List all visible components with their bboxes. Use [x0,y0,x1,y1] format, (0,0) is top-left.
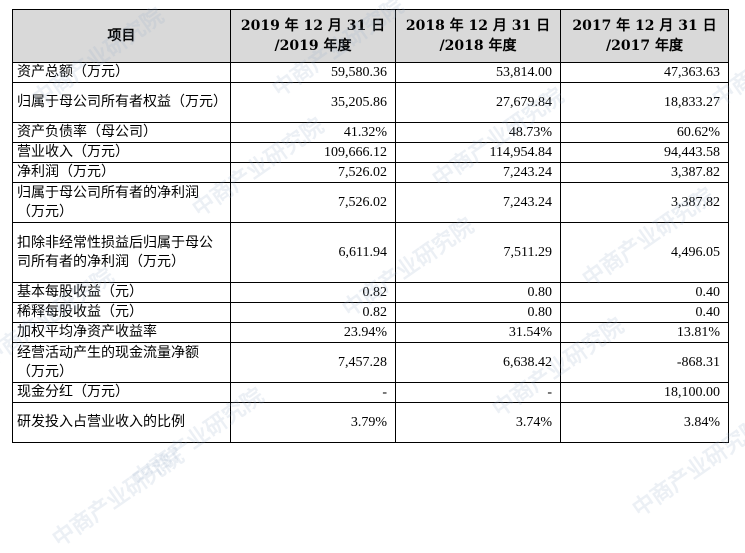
table-row: 资产总额（万元） 59,580.36 53,814.00 47,363.63 [12,62,729,83]
value-2018: 3.74% [395,402,561,443]
value-2017: 60.62% [560,122,729,143]
row-label: 扣除非经常性损益后归属于母公司所有者的净利润（万元） [12,222,231,283]
value-2017: 3,387.82 [560,182,729,223]
header-item: 项目 [12,9,231,63]
row-label: 营业收入（万元） [12,142,231,163]
value-2017: 0.40 [560,282,729,303]
value-2018: 31.54% [395,322,561,343]
table-row: 归属于母公司所有者权益（万元） 35,205.86 27,679.84 18,833.… [12,82,729,123]
table-header-row: 项目 2019 年 12 月 31 日 /2019 年度 2018 年 12 月… [12,9,729,63]
value-2019: 7,526.02 [230,162,396,183]
value-2017: -868.31 [560,342,729,383]
value-2017: 18,100.00 [560,382,729,403]
value-2017: 3,387.82 [560,162,729,183]
value-2018: 53,814.00 [395,62,561,83]
row-label: 基本每股收益（元） [12,282,231,303]
header-2017-year: /2017 年度 [606,38,683,54]
table-row: 营业收入（万元） 109,666.12 114,954.84 94,443.58 [12,142,729,163]
value-2019: 7,457.28 [230,342,396,383]
table-row: 加权平均净资产收益率 23.94% 31.54% 13.81% [12,322,729,343]
table-row: 资产负债率（母公司） 41.32% 48.73% 60.62% [12,122,729,143]
row-label: 研发投入占营业收入的比例 [12,402,231,443]
table-row: 基本每股收益（元） 0.82 0.80 0.40 [12,282,729,303]
financial-summary-table: 项目 2019 年 12 月 31 日 /2019 年度 2018 年 12 月… [12,9,729,443]
row-label: 现金分红（万元） [12,382,231,403]
value-2018: 0.80 [395,282,561,303]
value-2018: 0.80 [395,302,561,323]
value-2017: 13.81% [560,322,729,343]
table-row: 扣除非经常性损益后归属于母公司所有者的净利润（万元） 6,611.94 7,511.… [12,222,729,283]
value-2019: 6,611.94 [230,222,396,283]
value-2019: - [230,382,396,403]
row-label: 净利润（万元） [12,162,231,183]
value-2018: 7,243.24 [395,182,561,223]
header-2019: 2019 年 12 月 31 日 /2019 年度 [230,9,396,63]
value-2019: 0.82 [230,282,396,303]
header-2018: 2018 年 12 月 31 日 /2018 年度 [395,9,561,63]
row-label: 加权平均净资产收益率 [12,322,231,343]
value-2018: 7,511.29 [395,222,561,283]
row-label: 稀释每股收益（元） [12,302,231,323]
table-row: 经营活动产生的现金流量净额（万元） 7,457.28 6,638.42 -868.31 [12,342,729,383]
value-2019: 7,526.02 [230,182,396,223]
row-label: 归属于母公司所有者权益（万元） [12,82,231,123]
table-row: 净利润（万元） 7,526.02 7,243.24 3,387.82 [12,162,729,183]
value-2017: 4,496.05 [560,222,729,283]
value-2019: 41.32% [230,122,396,143]
value-2018: 6,638.42 [395,342,561,383]
table-row: 稀释每股收益（元） 0.82 0.80 0.40 [12,302,729,323]
value-2018: 114,954.84 [395,142,561,163]
row-label: 资产总额（万元） [12,62,231,83]
table-row: 研发投入占营业收入的比例 3.79% 3.74% 3.84% [12,402,729,443]
value-2019: 59,580.36 [230,62,396,83]
value-2019: 3.79% [230,402,396,443]
header-2019-date: 2019 年 12 月 31 日 [240,18,386,34]
row-label: 经营活动产生的现金流量净额（万元） [12,342,231,383]
value-2017: 0.40 [560,302,729,323]
value-2018: 27,679.84 [395,82,561,123]
value-2018: 48.73% [395,122,561,143]
row-label: 归属于母公司所有者的净利润（万元） [12,182,231,223]
value-2018: - [395,382,561,403]
header-2017: 2017 年 12 月 31 日 /2017 年度 [560,9,729,63]
header-2018-date: 2018 年 12 月 31 日 [405,18,551,34]
header-2017-date: 2017 年 12 月 31 日 [572,18,717,34]
row-label: 资产负债率（母公司） [12,122,231,143]
value-2017: 3.84% [560,402,729,443]
value-2019: 0.82 [230,302,396,323]
table-row: 现金分红（万元） - -18,100.00 [12,382,729,403]
value-2019: 109,666.12 [230,142,396,163]
financial-table-container: 项目 2019 年 12 月 31 日 /2019 年度 2018 年 12 月… [12,9,729,443]
watermark-text: 中商产业研究院 [48,443,189,553]
header-2018-year: /2018 年度 [439,38,517,54]
value-2017: 94,443.58 [560,142,729,163]
value-2017: 18,833.27 [560,82,729,123]
table-row: 归属于母公司所有者的净利润（万元） 7,526.02 7,243.24 3,387.8… [12,182,729,223]
value-2019: 35,205.86 [230,82,396,123]
value-2019: 23.94% [230,322,396,343]
value-2017: 47,363.63 [560,62,729,83]
header-2019-year: /2019 年度 [274,38,352,54]
value-2018: 7,243.24 [395,162,561,183]
